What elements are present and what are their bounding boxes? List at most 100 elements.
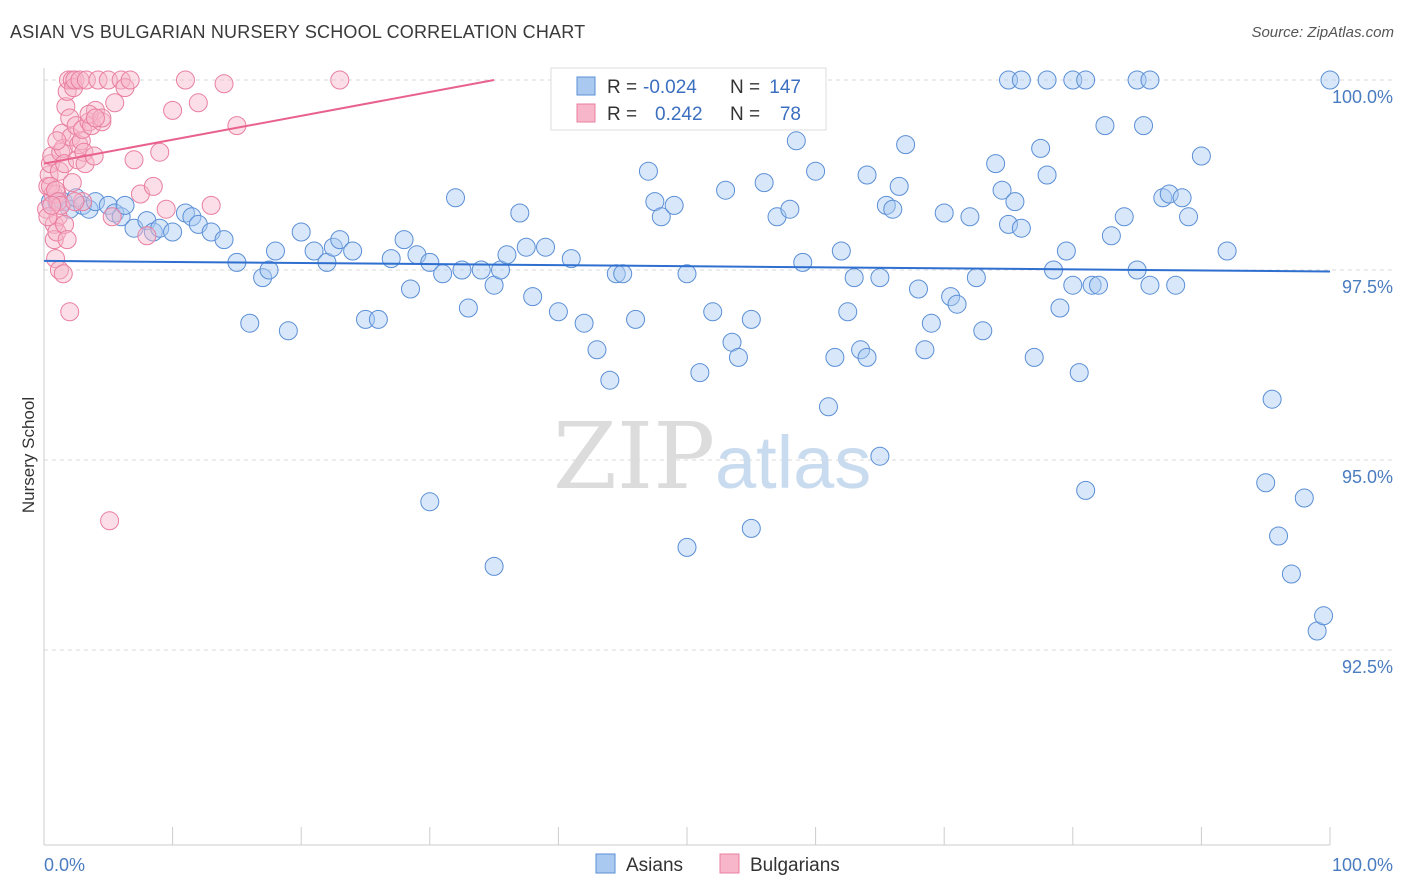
bulgarian-point (47, 222, 67, 242)
asian-point (1031, 138, 1051, 158)
legend-r-label-bulgarians: R = (607, 104, 637, 125)
page-title: ASIAN VS BULGARIAN NURSERY SCHOOL CORREL… (10, 22, 586, 42)
asian-point (613, 264, 633, 284)
asian-point (1082, 275, 1102, 295)
bulgarian-point (53, 264, 73, 284)
asian-point (510, 203, 530, 223)
asian-point (690, 363, 710, 383)
asian-point (915, 340, 935, 360)
bottom-legend-swatch-asians (595, 853, 616, 874)
asian-point (516, 237, 536, 257)
bulgarian-point (175, 70, 195, 90)
asian-point (786, 131, 806, 151)
bulgarian-point (47, 131, 67, 151)
asian-point (433, 264, 453, 284)
asian-point (664, 195, 684, 215)
asian-point (381, 249, 401, 269)
asian-point (986, 154, 1006, 174)
bulgarian-point (188, 93, 208, 113)
bulgarian-point (65, 70, 85, 90)
asian-point (420, 252, 440, 272)
asian-point (458, 298, 478, 318)
asian-point (1281, 564, 1301, 584)
asian-point (870, 446, 890, 466)
legend-n-value-bulgarians: 78 (780, 104, 801, 125)
asian-point (1134, 116, 1154, 136)
bulgarian-point (124, 150, 144, 170)
asian-point (677, 264, 697, 284)
bottom-legend-bulgarians: Bulgarians (750, 855, 840, 876)
asian-point (883, 199, 903, 219)
asian-point (825, 347, 845, 367)
asian-point (1011, 218, 1031, 238)
bulgarian-point (42, 195, 62, 215)
asian-point (1166, 275, 1186, 295)
asian-point (98, 195, 118, 215)
asian-point (401, 279, 421, 299)
bulgarian-point (53, 138, 73, 158)
asian-point (1050, 298, 1070, 318)
y-tick-label: 100.0% (1332, 87, 1393, 107)
asian-point (716, 180, 736, 200)
legend-n-value-asians: 147 (769, 77, 801, 98)
bulgarian-point (46, 249, 66, 269)
asian-point (1159, 184, 1179, 204)
asian-point (831, 241, 851, 261)
bulgarian-point (56, 97, 76, 117)
bulgarian-point (40, 176, 60, 196)
asian-point (960, 207, 980, 227)
asian-point (741, 309, 761, 329)
bulgarian-point (120, 70, 140, 90)
bottom-legend-asians: Asians (626, 855, 683, 876)
bulgarian-point (105, 93, 125, 113)
asian-point (1294, 488, 1314, 508)
asian-point (484, 556, 504, 576)
bulgarian-point (330, 70, 350, 90)
legend-swatch-bulgarians (576, 103, 596, 123)
asian-point (973, 321, 993, 341)
asian-point (452, 260, 472, 280)
bulgarian-point (48, 207, 68, 227)
asian-point (548, 302, 568, 322)
asian-point (651, 207, 671, 227)
asian-point (1191, 146, 1211, 166)
asian-point (1320, 70, 1340, 90)
bulgarian-point (62, 173, 82, 193)
asian-point (818, 397, 838, 417)
asian-point (921, 313, 941, 333)
asian-point (115, 195, 135, 215)
asian-point (420, 492, 440, 512)
asian-point (844, 268, 864, 288)
legend-r-value-bulgarians: 0.242 (655, 104, 703, 125)
grid-lines (44, 79, 1393, 651)
watermark-atlas: atlas (715, 421, 871, 504)
asian-point (1011, 70, 1031, 90)
asian-point (754, 173, 774, 193)
asian-point (330, 230, 350, 250)
legend-r-value-asians: -0.024 (643, 77, 697, 98)
asian-point (163, 222, 183, 242)
asian-point (343, 241, 363, 261)
bulgarian-point (76, 70, 96, 90)
asian-point (1089, 275, 1109, 295)
asian-point (1256, 473, 1276, 493)
bulgarian-trend-line (43, 79, 495, 165)
asian-point (999, 214, 1018, 234)
watermark: ZIP atlas (553, 403, 871, 510)
y-tick-label: 95.0% (1342, 467, 1393, 487)
legend-box (550, 67, 827, 131)
asian-point (896, 135, 916, 155)
y-tick-label: 92.5% (1342, 657, 1393, 677)
asian-point (214, 230, 234, 250)
asian-point (1140, 70, 1160, 90)
asian-point (1140, 275, 1160, 295)
asian-point (446, 188, 466, 208)
asian-point (870, 268, 890, 288)
x-tick-label-right: 100.0% (1332, 855, 1393, 875)
bulgarian-point (85, 108, 105, 128)
y-tick-labels: 100.0% 97.5% 95.0% 92.5% (1332, 87, 1393, 677)
asian-point (523, 287, 543, 307)
asian-point (259, 260, 279, 280)
trend-lines (43, 79, 1331, 273)
